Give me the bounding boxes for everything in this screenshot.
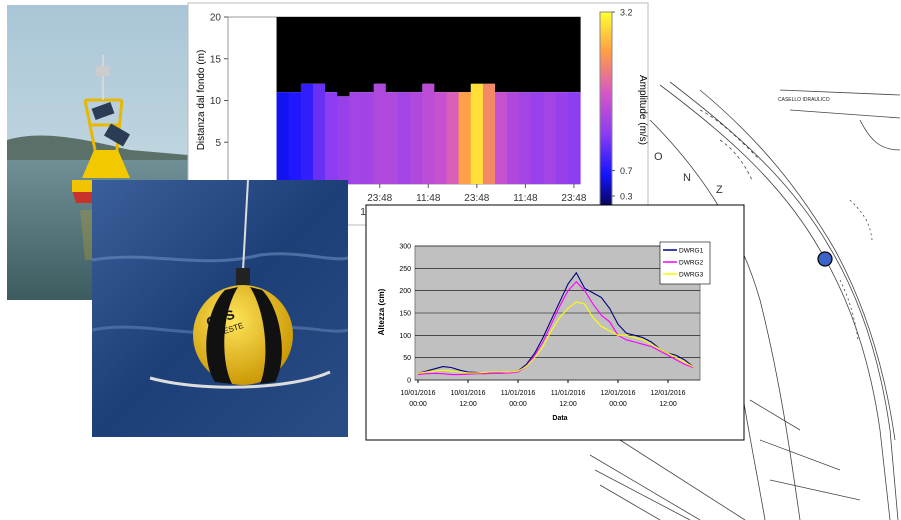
no-data-cell bbox=[362, 17, 375, 92]
map-label: O bbox=[654, 151, 663, 163]
x-axis-label: Data bbox=[552, 415, 567, 422]
heat-cell bbox=[459, 92, 472, 184]
heat-cell bbox=[507, 92, 520, 184]
y-tick-label: 300 bbox=[399, 244, 411, 251]
heat-cell bbox=[337, 96, 350, 184]
no-data-cell bbox=[325, 17, 338, 92]
no-data-cell bbox=[289, 17, 302, 92]
no-data-cell bbox=[568, 17, 581, 92]
heat-cell bbox=[277, 92, 290, 184]
no-data-cell bbox=[410, 17, 423, 92]
heat-cell bbox=[374, 84, 387, 184]
y-tick-label: 100 bbox=[399, 333, 411, 340]
y-axis-label: Altezza (cm) bbox=[377, 288, 386, 335]
heat-cell bbox=[301, 84, 314, 184]
x-tick-label: 11/01/2016 bbox=[501, 390, 536, 397]
no-data-cell bbox=[544, 17, 557, 92]
station-marker bbox=[818, 252, 832, 266]
heat-cell bbox=[325, 92, 338, 184]
legend-label: DWRG2 bbox=[679, 260, 704, 267]
y-tick-label: 0 bbox=[407, 378, 411, 385]
x-tick-label: 12/01/2016 bbox=[650, 390, 685, 397]
x-tick-label: 12:00 bbox=[559, 401, 577, 408]
y-tick-label: 5 bbox=[215, 138, 221, 149]
heat-cell bbox=[519, 92, 532, 184]
heat-cell bbox=[386, 92, 399, 184]
x-tick-label: 23:48 bbox=[464, 193, 489, 204]
heat-cell bbox=[289, 92, 302, 184]
colorbar-tick-label: 0.7 bbox=[620, 166, 633, 176]
y-tick-label: 10 bbox=[210, 96, 222, 107]
no-data-cell bbox=[313, 17, 326, 84]
heat-cell bbox=[422, 84, 435, 184]
legend-label: DWRG3 bbox=[679, 272, 704, 279]
heat-cell bbox=[349, 92, 362, 184]
no-data-cell bbox=[483, 17, 496, 84]
no-data-cell bbox=[531, 17, 544, 92]
no-data-cell bbox=[507, 17, 520, 92]
x-tick-label: 00:00 bbox=[409, 401, 427, 408]
no-data-cell bbox=[301, 17, 314, 84]
heat-cell bbox=[568, 92, 581, 184]
heat-cell bbox=[434, 92, 447, 184]
no-data-cell bbox=[374, 17, 387, 84]
x-tick-label: 12:00 bbox=[459, 401, 477, 408]
y-axis-label: Distanza dal fondo (m) bbox=[196, 50, 207, 151]
heat-cell bbox=[483, 84, 496, 184]
x-tick-label: 12/01/2016 bbox=[600, 390, 635, 397]
heat-cell bbox=[544, 92, 557, 184]
x-tick-label: 00:00 bbox=[509, 401, 527, 408]
map-label: N bbox=[683, 172, 691, 184]
heat-cell bbox=[410, 92, 423, 184]
heat-cell bbox=[471, 84, 484, 184]
no-data-cell bbox=[277, 17, 290, 92]
no-data-cell bbox=[446, 17, 459, 92]
no-data-cell bbox=[434, 17, 447, 92]
line-chart-panel: Altezza (cm) Data 0 50 100 150 200 250 300 10/0… bbox=[366, 205, 744, 440]
no-data-cell bbox=[459, 17, 472, 92]
heat-cell bbox=[495, 92, 508, 184]
x-tick-label: 10/01/2016 bbox=[400, 390, 435, 397]
y-tick-label: 15 bbox=[210, 54, 222, 65]
heat-cell bbox=[398, 92, 411, 184]
x-tick-label: 00:00 bbox=[609, 401, 627, 408]
no-data-cell bbox=[337, 17, 350, 96]
x-tick-label: 10/01/2016 bbox=[450, 390, 485, 397]
map-label: CASELLO IDRAULICO bbox=[778, 97, 830, 103]
x-tick-label: 12:00 bbox=[659, 401, 677, 408]
x-tick-label: 23:48 bbox=[561, 193, 586, 204]
no-data-cell bbox=[398, 17, 411, 92]
no-data-cell bbox=[556, 17, 569, 92]
no-data-cell bbox=[386, 17, 399, 92]
no-data-cell bbox=[422, 17, 435, 84]
no-data-cell bbox=[471, 17, 484, 84]
heat-cell bbox=[313, 84, 326, 184]
heat-cell bbox=[556, 92, 569, 184]
sphere-buoy-photo: OGS TRIESTE bbox=[92, 180, 348, 437]
y-tick-label: 200 bbox=[399, 288, 411, 295]
y-tick-label: 20 bbox=[210, 13, 222, 24]
heat-cell bbox=[446, 92, 459, 184]
colorbar-tick-label: 0.3 bbox=[620, 191, 633, 201]
colorbar-tick-label: 3.2 bbox=[620, 8, 633, 18]
y-tick-label: 250 bbox=[399, 266, 411, 273]
no-data-cell bbox=[519, 17, 532, 92]
y-tick-label: 150 bbox=[399, 311, 411, 318]
y-tick-label: 50 bbox=[403, 355, 411, 362]
map-label: Z bbox=[716, 184, 723, 196]
legend-label: DWRG1 bbox=[679, 248, 704, 255]
x-tick-label: 11:48 bbox=[416, 193, 441, 204]
collage: CASELLO IDRAULICO O N Z Distanza dal fon… bbox=[0, 0, 901, 520]
colorbar-label: Amplitude (m/s) bbox=[637, 75, 648, 145]
no-data-cell bbox=[495, 17, 508, 92]
heat-cell bbox=[531, 92, 544, 184]
x-tick-label: 11:48 bbox=[513, 193, 538, 204]
heat-cell bbox=[362, 92, 375, 184]
x-tick-label: 23:48 bbox=[367, 193, 392, 204]
no-data-cell bbox=[349, 17, 362, 92]
x-tick-label: 11/01/2016 bbox=[551, 390, 586, 397]
